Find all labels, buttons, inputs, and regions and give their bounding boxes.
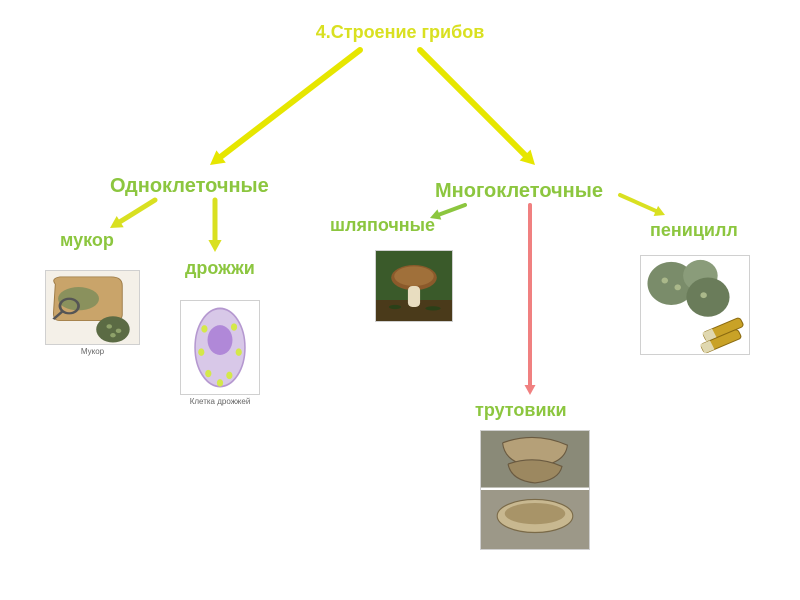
arrows-layer [0, 0, 800, 600]
